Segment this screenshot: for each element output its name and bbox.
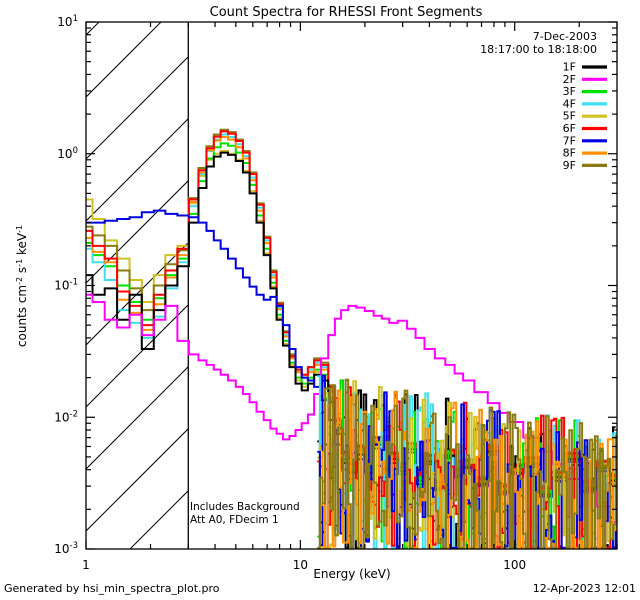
in-plot-note: Includes Background Att A0, FDecim 1	[190, 501, 300, 526]
y-label-part-0: counts cm	[15, 285, 29, 347]
y-tick-label: 100	[57, 146, 78, 161]
series-layer	[86, 128, 617, 549]
y-tick-label: 10-3	[54, 541, 78, 556]
annotation-time-range: 18:17:00 to 18:18:00	[480, 43, 597, 56]
y-label-part-3: -1	[15, 259, 24, 267]
legend-label-5F: 5F	[563, 110, 576, 123]
svg-text:counts cm-2 s-1 keV-1: counts cm-2 s-1 keV-1	[15, 225, 30, 347]
x-tick-label: 10	[293, 558, 308, 572]
axis-ticks	[85, 21, 618, 550]
x-tick-label: 1	[82, 558, 90, 572]
y-tick-label: 10-1	[54, 278, 78, 293]
annotation-date-block: 7-Dec-2003 18:17:00 to 18:18:00	[480, 30, 597, 56]
series-line-2F	[86, 293, 617, 524]
y-label-part-4: keV	[15, 232, 29, 259]
series-noise-9F	[317, 378, 617, 549]
excluded-band-hatching	[86, 22, 189, 549]
y-label-part-2: s	[15, 267, 29, 277]
legend-label-7F: 7F	[563, 134, 576, 147]
note-line-2: Att A0, FDecim 1	[190, 514, 279, 526]
legend-label-6F: 6F	[563, 122, 576, 135]
footer-right: 12-Apr-2023 12:01	[533, 582, 636, 595]
x-axis-label: Energy (keV)	[313, 567, 390, 581]
legend-label-8F: 8F	[563, 147, 576, 160]
x-tick-label: 100	[503, 558, 526, 572]
y-label-part-1: -2	[15, 277, 24, 285]
page-title: Count Spectra for RHESSI Front Segments	[210, 5, 483, 20]
legend-label-9F: 9F	[563, 159, 576, 172]
y-label-part-5: -1	[15, 225, 24, 233]
axis-tick-labels: 1 10 100 101 100 10-1 10-2 10-3	[54, 14, 526, 572]
note-line-1: Includes Background	[190, 501, 300, 513]
y-tick-label: 10-2	[54, 409, 78, 424]
legend-label-4F: 4F	[563, 97, 576, 110]
legend-label-3F: 3F	[563, 85, 576, 98]
annotation-date: 7-Dec-2003	[533, 30, 597, 43]
legend-label-2F: 2F	[563, 73, 576, 86]
y-axis-label: counts cm-2 s-1 keV-1	[15, 225, 30, 347]
legend-label-1F: 1F	[563, 61, 576, 74]
y-tick-label: 101	[57, 14, 78, 29]
footer-left: Generated by hsi_min_spectra_plot.pro	[4, 582, 220, 595]
